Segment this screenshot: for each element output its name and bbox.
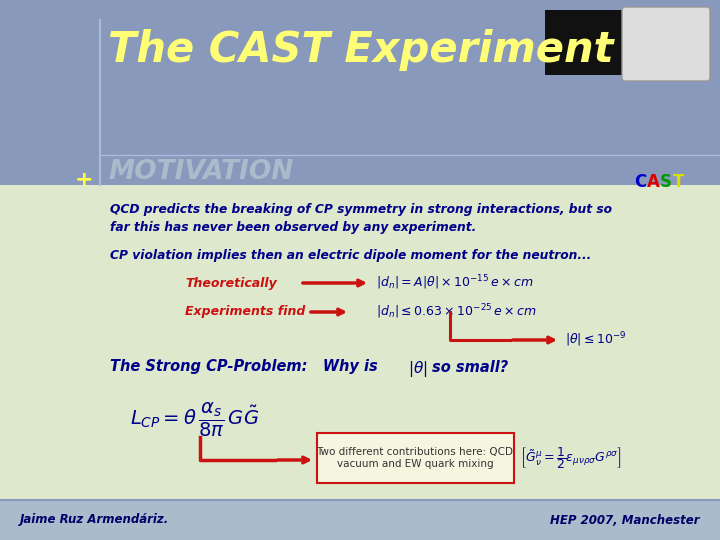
Text: A: A	[647, 173, 660, 191]
Text: $L_{CP} = \theta\,\dfrac{\alpha_s}{8\pi}\,G\tilde{G}$: $L_{CP} = \theta\,\dfrac{\alpha_s}{8\pi}…	[130, 401, 259, 439]
Text: $|\theta|$: $|\theta|$	[408, 359, 428, 379]
Bar	[0, 185, 720, 500]
Text: $\left[\tilde{G}^\mu_\nu = \dfrac{1}{2}\varepsilon_{\mu\nu\rho\sigma}G^{\rho\sig: $\left[\tilde{G}^\mu_\nu = \dfrac{1}{2}\…	[520, 445, 621, 471]
Bar	[0, 500, 720, 540]
Text: $|d_n| = A|\theta| \times 10^{-15}\,e \times cm$: $|d_n| = A|\theta| \times 10^{-15}\,e \t…	[376, 274, 534, 292]
Text: S: S	[660, 173, 672, 191]
Text: T: T	[673, 173, 685, 191]
Text: +: +	[75, 170, 94, 190]
Text: MOTIVATION: MOTIVATION	[108, 159, 293, 185]
Text: QCD predicts the breaking of CP symmetry in strong interactions, but so: QCD predicts the breaking of CP symmetry…	[110, 204, 612, 217]
Text: The Strong CP-Problem:   Why is: The Strong CP-Problem: Why is	[110, 360, 378, 375]
FancyBboxPatch shape	[317, 433, 514, 483]
Text: C: C	[634, 173, 647, 191]
Text: Two different contributions here: QCD
vacuum and EW quark mixing: Two different contributions here: QCD va…	[317, 447, 513, 469]
Text: HEP 2007, Manchester: HEP 2007, Manchester	[551, 514, 700, 526]
Text: $|d_n| \leq 0.63 \times 10^{-25}\,e \times cm$: $|d_n| \leq 0.63 \times 10^{-25}\,e \tim…	[376, 303, 537, 321]
Text: Jaime Ruz Armendáriz.: Jaime Ruz Armendáriz.	[20, 514, 169, 526]
Text: Experiments find: Experiments find	[185, 306, 305, 319]
Text: far this has never been observed by any experiment.: far this has never been observed by any …	[110, 221, 476, 234]
Text: $|\theta| \leq 10^{-9}$: $|\theta| \leq 10^{-9}$	[565, 330, 626, 349]
Text: so small?: so small?	[432, 360, 508, 375]
Text: The CAST Experiment: The CAST Experiment	[108, 29, 613, 71]
Text: Theoretically: Theoretically	[185, 276, 276, 289]
Bar	[545, 10, 625, 75]
FancyBboxPatch shape	[622, 7, 710, 81]
Text: CP violation implies then an electric dipole moment for the neutron...: CP violation implies then an electric di…	[110, 248, 591, 261]
